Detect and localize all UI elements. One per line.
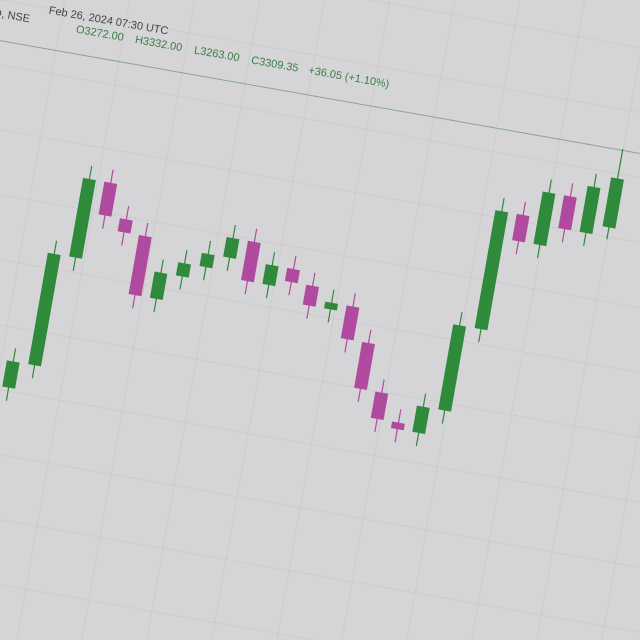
candle-body [533,191,556,247]
candle-body [98,181,118,217]
candle-body [223,237,240,259]
candle-body [390,421,405,431]
candle-body [474,210,509,331]
candle-body [28,252,61,367]
candle-body [175,262,191,278]
candle-body [579,185,601,234]
candle-body [340,305,360,341]
candle-body [354,341,375,391]
candle-body [69,177,96,259]
candle-body [199,252,215,269]
candle-body [284,267,300,284]
candle-body [602,177,624,229]
candle-body [512,213,530,243]
candle-body [117,218,133,234]
candle-body [241,240,261,283]
candle-body [128,235,152,297]
candle-body [2,360,20,389]
header-line [0,21,640,162]
candle-body [370,391,389,420]
candle-body [302,284,319,307]
candle-body [438,324,467,412]
candle-body [412,405,430,435]
candle-body [149,271,168,301]
candle-body [324,301,339,311]
candle-body [558,195,577,231]
candle-body [262,264,279,287]
